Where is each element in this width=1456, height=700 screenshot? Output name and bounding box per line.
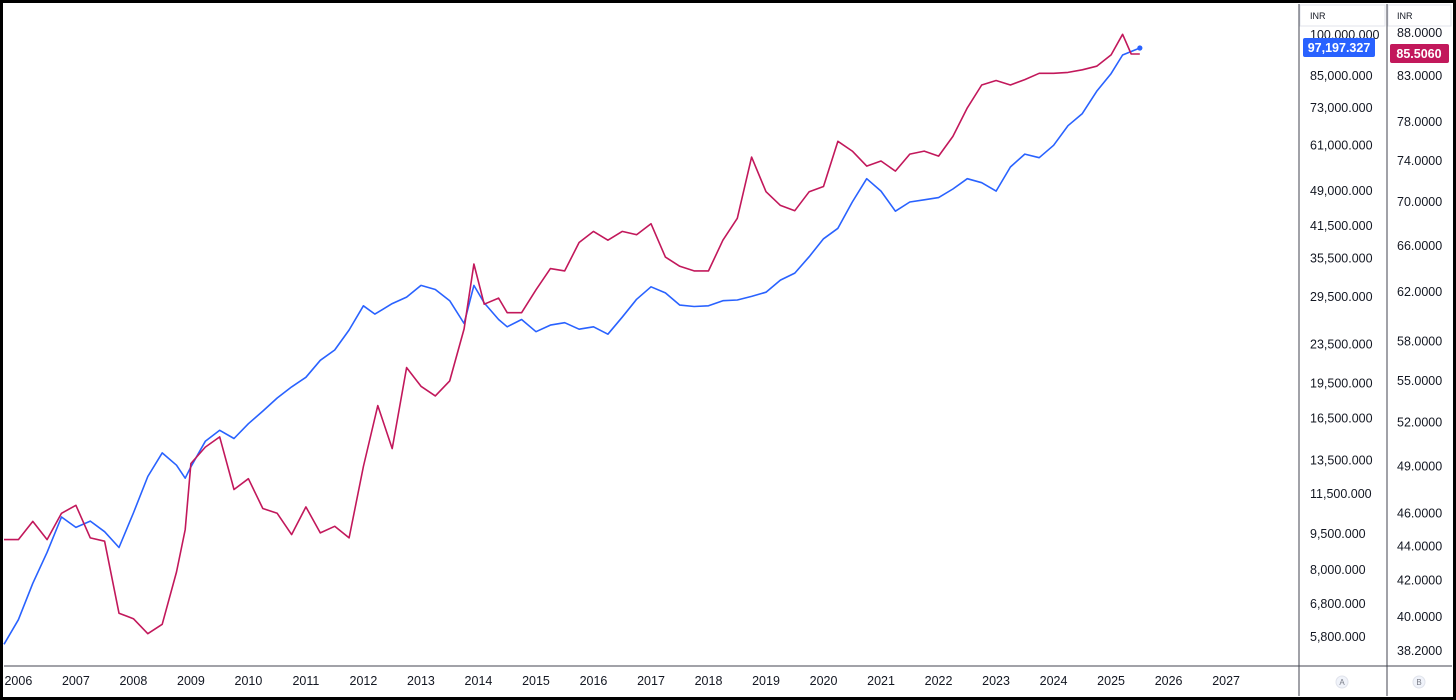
- time-axis-tick-label: 2027: [1212, 674, 1240, 688]
- time-axis-tick-label: 2024: [1040, 674, 1068, 688]
- left-axis-tick-label: 19,500.000: [1310, 377, 1373, 391]
- right-axis-tick-label: 58.0000: [1397, 335, 1442, 349]
- time-axis-tick-label: 2010: [235, 674, 263, 688]
- left-axis-tick-label: 8,000.000: [1310, 563, 1366, 577]
- pane-label: A: [1339, 678, 1345, 687]
- right-axis-tick-label: 70.0000: [1397, 195, 1442, 209]
- currency-box[interactable]: [1299, 4, 1386, 27]
- right-axis-tick-label: 62.0000: [1397, 285, 1442, 299]
- currency-label: INR: [1310, 11, 1326, 21]
- right-price-axis[interactable]: INR 88.0000 83.0000 78.0000 74.0000 70.0000 66…: [1387, 4, 1452, 689]
- chart-background: [3, 3, 1453, 697]
- time-axis-tick-label: 2013: [407, 674, 435, 688]
- time-axis-tick-label: 2015: [522, 674, 550, 688]
- left-axis-tick-label: 41,500.000: [1310, 219, 1373, 233]
- right-axis-tick-label: 55.0000: [1397, 374, 1442, 388]
- left-axis-tick-label: 61,000.000: [1310, 138, 1373, 152]
- right-axis-tick-label: 38.2000: [1397, 644, 1442, 658]
- right-axis-tick-label: 88.0000: [1397, 26, 1442, 40]
- time-axis-tick-label: 2007: [62, 674, 90, 688]
- pane-label: B: [1416, 678, 1421, 687]
- left-axis-tick-label: 73,000.000: [1310, 101, 1373, 115]
- left-axis-tick-label: 35,500.000: [1310, 251, 1373, 265]
- currency-label: INR: [1397, 11, 1413, 21]
- right-axis-tick-label: 74.0000: [1397, 154, 1442, 168]
- time-axis-tick-label: 2009: [177, 674, 205, 688]
- left-axis-tick-label: 49,000.000: [1310, 184, 1373, 198]
- left-axis-tick-label: 16,500.000: [1310, 412, 1373, 426]
- right-axis-tick-label: 46.0000: [1397, 506, 1442, 520]
- left-price-axis[interactable]: INR100,000.00085,000.00073,000.00061,000…: [1299, 4, 1386, 689]
- time-axis-tick-label: 2023: [982, 674, 1010, 688]
- last-point-marker[interactable]: [1137, 45, 1143, 51]
- left-series-line[interactable]: [3, 47, 1141, 645]
- time-axis-tick-label: 2019: [752, 674, 780, 688]
- left-axis-tick-label: 11,500.000: [1310, 487, 1372, 501]
- time-axis-tick-label: 2026: [1155, 674, 1183, 688]
- currency-box[interactable]: [1387, 4, 1452, 27]
- right-axis-tick-label: 78.0000: [1397, 115, 1442, 129]
- left-axis-tick-label: 29,500.000: [1310, 290, 1373, 304]
- last-value-badge: [1303, 37, 1375, 57]
- time-axis-tick-label: 2022: [925, 674, 953, 688]
- last-value-badge: [1390, 43, 1449, 63]
- time-axis-tick-label: 2012: [350, 674, 378, 688]
- time-axis[interactable]: 2006 2007 2008 2009 2010 2011 2012 2013 2014 2015…: [4, 674, 1240, 688]
- right-axis-tick-label: 83.0000: [1397, 69, 1442, 83]
- left-axis-tick-label: 23,500.000: [1310, 338, 1373, 352]
- left-axis-tick-label: 5,800.000: [1310, 630, 1366, 644]
- time-axis-tick-label: 2020: [810, 674, 838, 688]
- time-axis-tick-label: 2018: [695, 674, 723, 688]
- time-axis-tick-label: 2008: [119, 674, 147, 688]
- pane-marker[interactable]: [1412, 675, 1426, 689]
- left-axis-tick-label: 85,000.000: [1310, 69, 1373, 83]
- left-axis-tick-label: 6,800.000: [1310, 597, 1366, 611]
- right-axis-tick-label: 44.0000: [1397, 539, 1442, 553]
- time-axis-tick-label: 2016: [580, 674, 608, 688]
- time-axis-tick-label: 2006: [4, 674, 32, 688]
- left-axis-tick-label: 9,500.000: [1310, 527, 1366, 541]
- plot-area[interactable]: [3, 4, 1452, 696]
- time-axis-tick-label: 2017: [637, 674, 665, 688]
- right-axis-tick-label: 42.0000: [1397, 574, 1442, 588]
- pane-marker[interactable]: [1335, 675, 1349, 689]
- left-axis-tick-label: 13,500.000: [1310, 453, 1373, 467]
- time-axis-tick-label: 2014: [465, 674, 493, 688]
- time-axis-tick-label: 2025: [1097, 674, 1125, 688]
- last-value-badge-text: 85.5060: [1396, 47, 1441, 61]
- time-axis-tick-label: 2011: [292, 674, 319, 688]
- right-axis-tick-label: 49.0000: [1397, 460, 1442, 474]
- right-axis-tick-label: 40.0000: [1397, 610, 1442, 624]
- right-axis-tick-label: 52.0000: [1397, 415, 1442, 429]
- last-value-badge-text: 97,197.327: [1308, 41, 1371, 55]
- time-axis-tick-label: 2021: [867, 674, 895, 688]
- right-axis-tick-label: 66.0000: [1397, 239, 1442, 253]
